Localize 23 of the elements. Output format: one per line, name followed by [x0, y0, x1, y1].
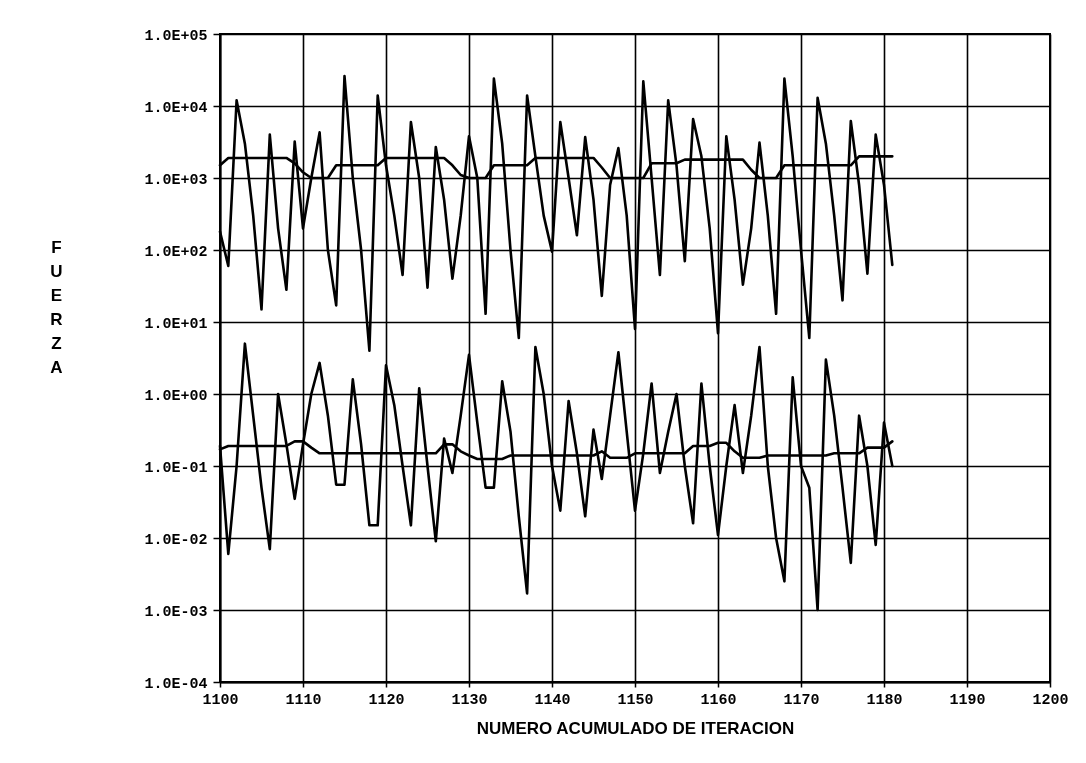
y-tick-label: 1.0E+04: [144, 99, 208, 117]
x-tick-label: 1170: [783, 691, 820, 709]
y-tick-label: 1.0E+02: [144, 243, 208, 261]
y-tick-label: 1.0E+00: [144, 387, 208, 405]
y-tick-label: 1.0E+05: [144, 27, 208, 45]
y-tick-label: 1.0E-03: [144, 603, 208, 621]
x-tick-label: 1140: [534, 691, 571, 709]
y-tick-label: 1.0E+03: [144, 171, 208, 189]
x-tick-label: 1200: [1032, 691, 1069, 709]
x-axis-title: NUMERO ACUMULADO DE ITERACION: [476, 718, 795, 738]
y-tick-label: 1.0E+01: [144, 315, 208, 333]
y-axis-title: FUERZA: [50, 237, 63, 377]
x-tick-label: 1160: [700, 691, 737, 709]
x-tick-label: 1130: [451, 691, 488, 709]
y-tick-label: 1.0E-04: [144, 675, 208, 693]
y-tick-label: 1.0E-01: [144, 459, 208, 477]
x-tick-label: 1190: [949, 691, 986, 709]
x-tick-label: 1110: [285, 691, 322, 709]
x-tick-label: 1150: [617, 691, 654, 709]
x-tick-label: 1180: [866, 691, 903, 709]
x-tick-label: 1100: [202, 691, 239, 709]
x-tick-label: 1120: [368, 691, 405, 709]
y-tick-label: 1.0E-02: [144, 531, 208, 549]
